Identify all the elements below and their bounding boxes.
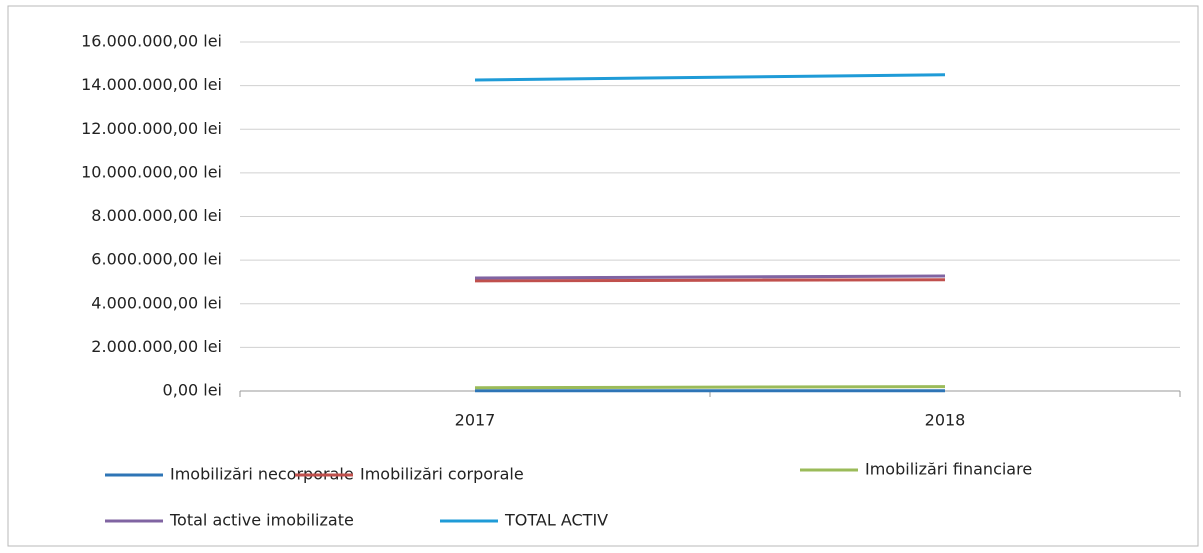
y-tick-label: 0,00 lei <box>163 381 222 400</box>
series-line <box>474 385 946 390</box>
y-tick-label: 4.000.000,00 lei <box>91 293 222 312</box>
y-tick-label: 14.000.000,00 lei <box>81 75 222 94</box>
legend-label: Imobilizări financiare <box>865 460 1032 479</box>
series-line <box>474 278 946 283</box>
legend-label: TOTAL ACTIV <box>504 511 608 530</box>
y-tick-label: 6.000.000,00 lei <box>91 250 222 269</box>
y-tick-label: 10.000.000,00 lei <box>81 162 222 181</box>
y-tick-label: 12.000.000,00 lei <box>81 119 222 138</box>
y-tick-label: 2.000.000,00 lei <box>91 337 222 356</box>
legend-label: Imobilizări necorporale <box>170 465 354 484</box>
legend-label: Imobilizări corporale <box>360 465 524 484</box>
x-tick-label: 2018 <box>925 411 966 430</box>
y-tick-label: 16.000.000,00 lei <box>81 32 222 51</box>
x-tick-label: 2017 <box>455 411 496 430</box>
legend-label: Total active imobilizate <box>169 511 354 530</box>
series-line <box>474 274 946 280</box>
series-line <box>474 73 946 82</box>
y-tick-label: 8.000.000,00 lei <box>91 206 222 225</box>
